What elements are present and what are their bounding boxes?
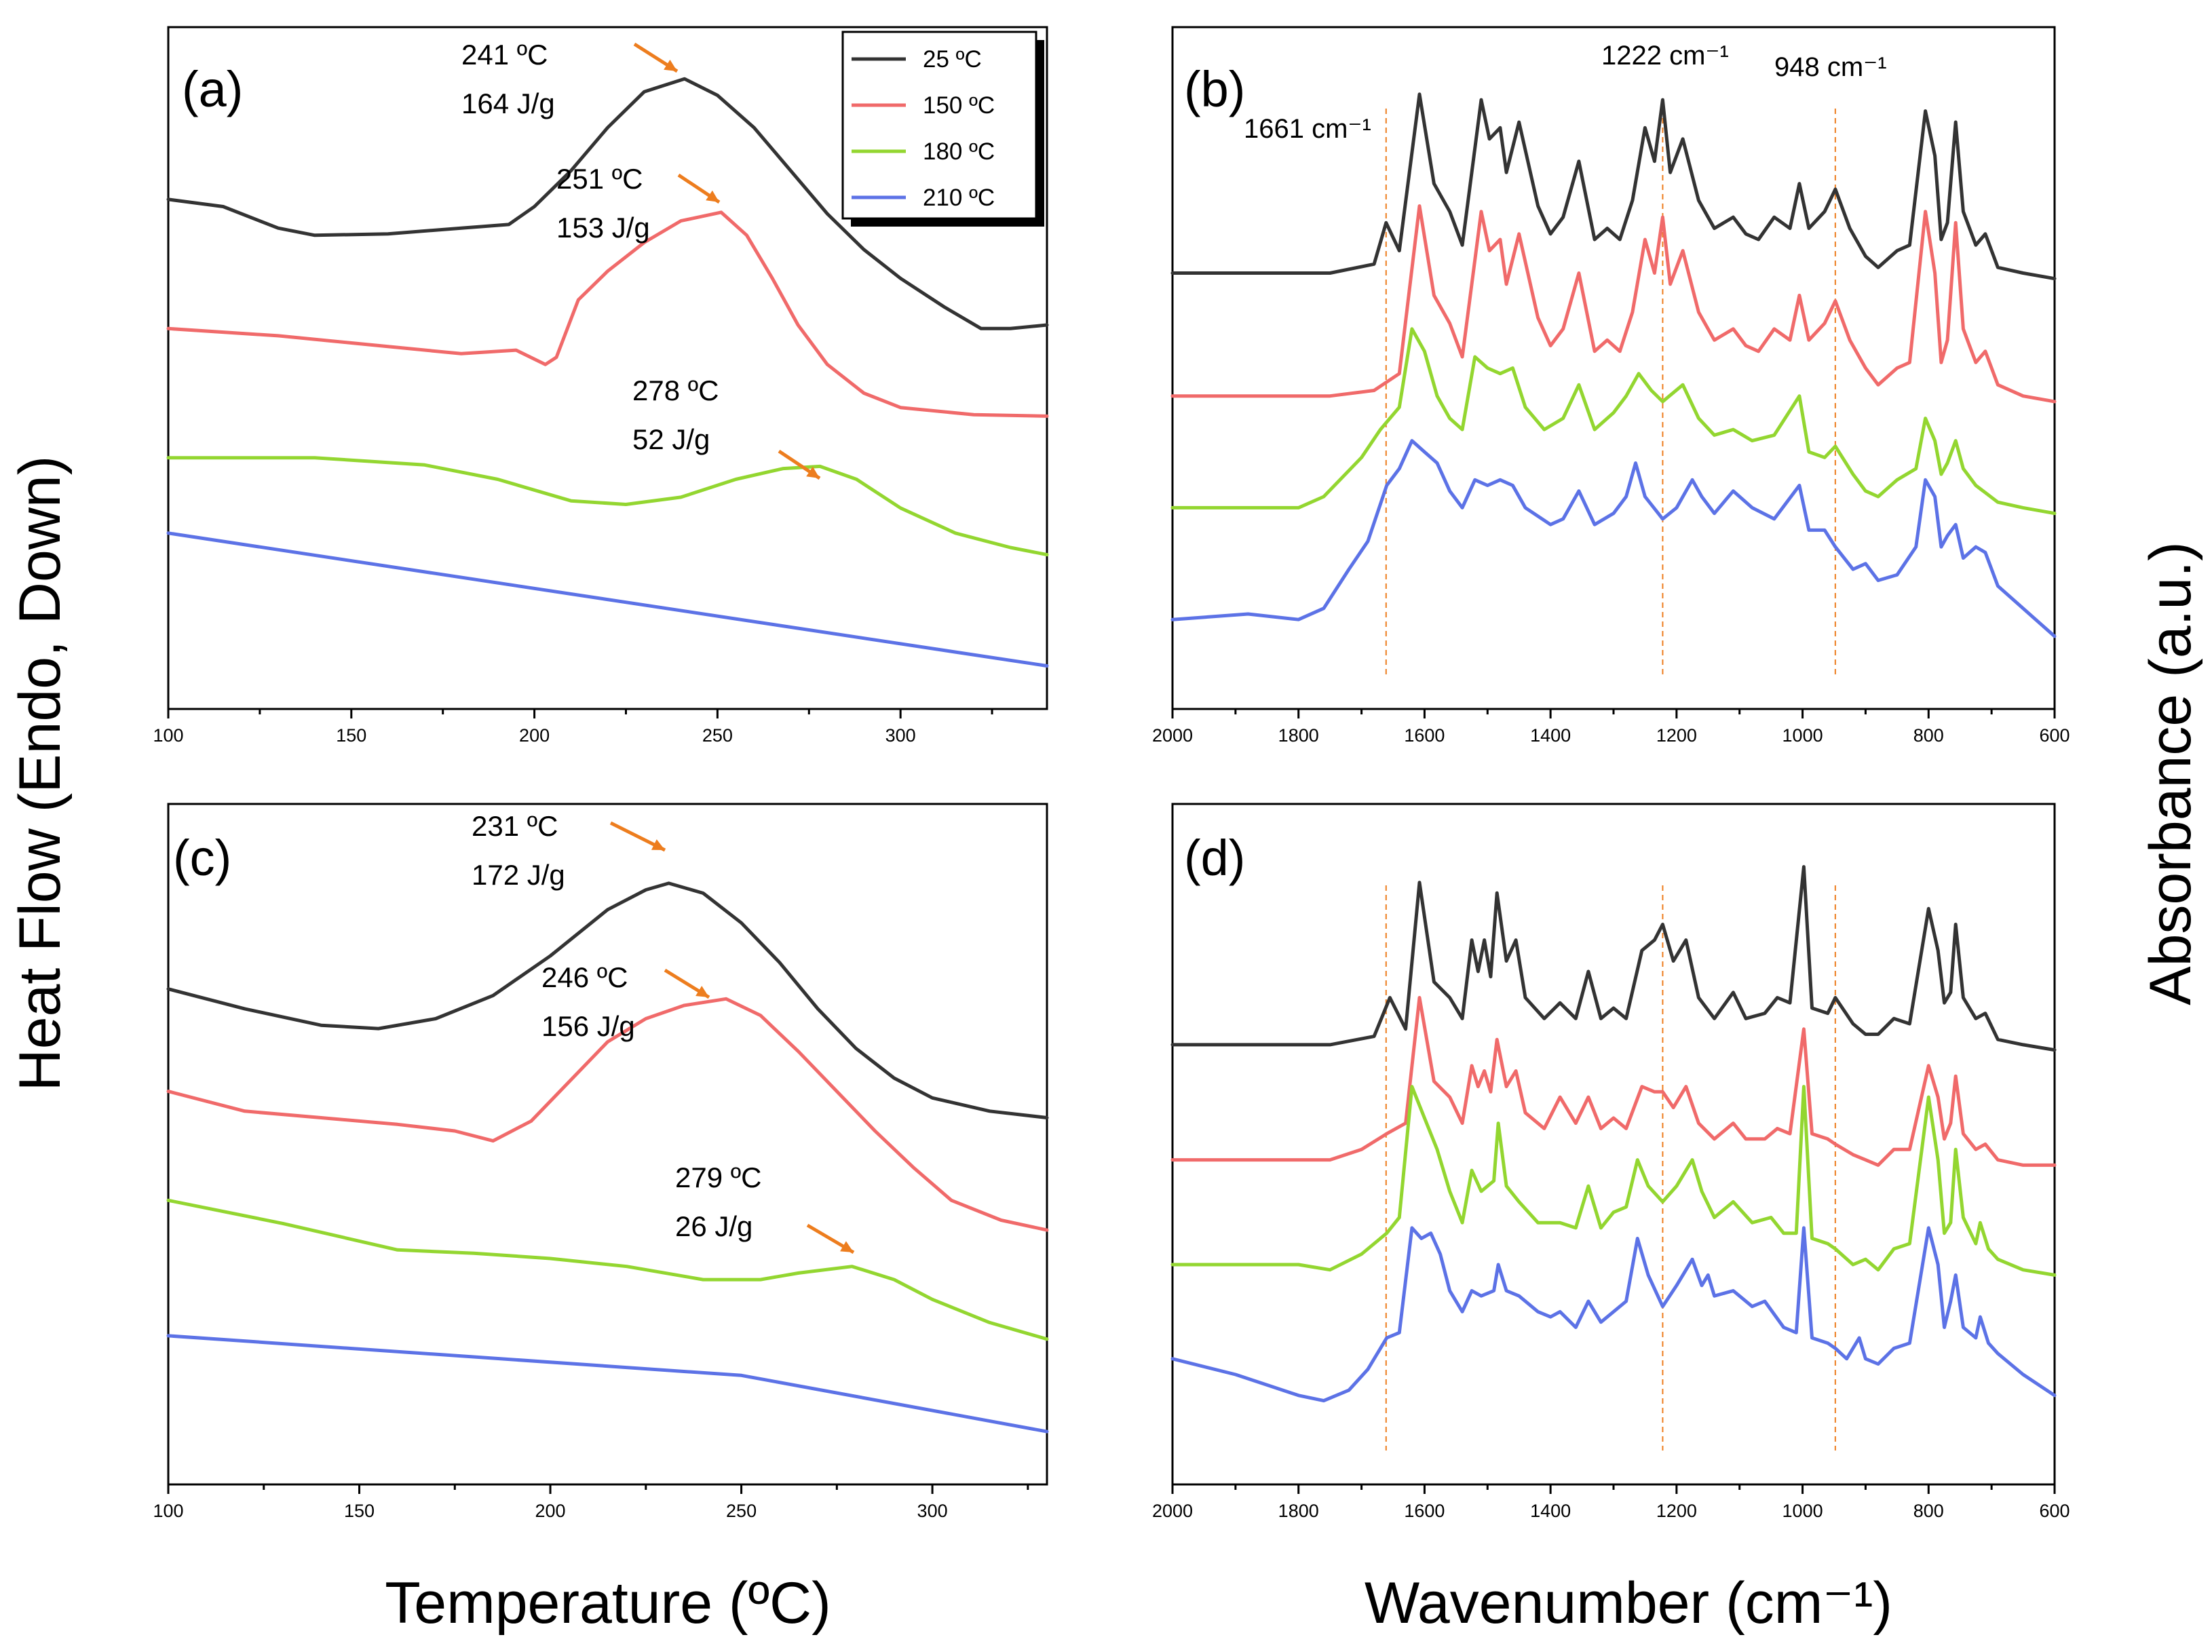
series-line-25c	[1170, 92, 2057, 281]
x-tick-label: 1400	[1530, 1501, 1571, 1521]
x-tick-label: 300	[917, 1501, 948, 1521]
series-line-150c	[1170, 204, 2057, 404]
peak-temperature-label: 251 ºC	[556, 163, 643, 195]
x-tick-label: 2000	[1152, 1501, 1193, 1521]
legend-label-25c: 25 ºC	[923, 46, 982, 73]
peak-enthalpy-label: 172 J/g	[472, 859, 565, 891]
x-tick-label: 100	[153, 1501, 183, 1521]
legend: 25 ºC 150 ºC 180 ºC 210 ºC	[841, 31, 1044, 227]
x-tick-label: 300	[885, 725, 916, 746]
series-line-180c	[1170, 1085, 2057, 1277]
peak-arrow-head	[695, 986, 709, 997]
plot-frame	[167, 803, 1048, 1486]
series-line-150c	[1170, 996, 2057, 1167]
legend-label-180c: 180 ºC	[923, 138, 995, 165]
peak-temperature-label: 278 ºC	[632, 374, 719, 406]
x-tick-label: 1600	[1404, 1501, 1445, 1521]
left-axis-title: Heat Flow (Endo, Down)	[7, 456, 73, 1092]
x-tick-label: 1000	[1782, 725, 1823, 746]
legend-label-150c: 150 ºC	[923, 92, 995, 119]
peak-arrow-head	[706, 190, 719, 202]
peak-temperature-label: 279 ºC	[675, 1161, 761, 1193]
peak-arrow-head	[840, 1241, 854, 1252]
x-tick-label: 200	[519, 725, 550, 746]
x-tick-label: 100	[153, 725, 183, 746]
right-axis-title: Absorbance (a.u.)	[2138, 541, 2203, 1005]
x-tick-label: 800	[1913, 1501, 1944, 1521]
series-line-210c	[1170, 1226, 2057, 1403]
x-tick-label: 1200	[1656, 1501, 1697, 1521]
panel-c-dsc: 100 150 200 250 300 (c) 231 ºC 172 J/g 246 ºC 156…	[153, 803, 1049, 1521]
panel-label: (d)	[1184, 830, 1245, 886]
peak-enthalpy-label: 153 J/g	[556, 212, 650, 244]
peak-enthalpy-label: 52 J/g	[632, 423, 710, 455]
plot-frame	[167, 26, 1048, 710]
series-line-210c	[166, 531, 1049, 668]
series-line-150c	[166, 997, 1049, 1232]
x-tick-label: 1000	[1782, 1501, 1823, 1521]
peak-arrow-head	[806, 466, 820, 478]
peak-arrow-head	[651, 839, 665, 850]
x-tick-label: 150	[344, 1501, 375, 1521]
x-tick-label: 600	[2039, 1501, 2070, 1521]
peak-enthalpy-label: 26 J/g	[675, 1210, 752, 1242]
x-tick-label: 150	[336, 725, 366, 746]
legend-label-210c: 210 ºC	[923, 185, 995, 211]
x-tick-label: 200	[535, 1501, 566, 1521]
peak-enthalpy-label: 164 J/g	[461, 88, 555, 119]
band-label: 1661 cm⁻¹	[1244, 114, 1371, 144]
x-tick-label: 1800	[1278, 1501, 1319, 1521]
series-line-25c	[166, 881, 1049, 1119]
panel-label: (a)	[182, 61, 243, 117]
band-label: 1222 cm⁻¹	[1601, 41, 1729, 71]
x-tick-label: 600	[2039, 725, 2070, 746]
peak-temperature-label: 246 ºC	[541, 961, 628, 993]
bottom-right-axis-title: Wavenumber (cm⁻¹)	[1365, 1571, 1892, 1636]
series-line-25c	[1170, 865, 2057, 1052]
x-tick-label: 1600	[1404, 725, 1445, 746]
series-line-180c	[166, 456, 1049, 557]
peak-temperature-label: 241 ºC	[461, 39, 548, 71]
series-line-210c	[166, 1334, 1049, 1434]
series-line-180c	[166, 1198, 1049, 1341]
series-line-150c	[166, 210, 1049, 418]
panel-b-ftir: 2000 1800 1600 1400 1200 1000 800 600 (b)1661 cm…	[1152, 26, 2070, 746]
band-label: 948 cm⁻¹	[1774, 52, 1887, 82]
x-tick-label: 250	[702, 725, 733, 746]
peak-arrow-head	[664, 60, 677, 71]
peak-temperature-label: 231 ºC	[472, 810, 558, 842]
bottom-left-axis-title: Temperature (ºC)	[385, 1571, 831, 1636]
panel-label: (b)	[1184, 61, 1245, 117]
x-tick-label: 800	[1913, 725, 1944, 746]
panel-label: (c)	[173, 830, 231, 886]
x-tick-label: 250	[726, 1501, 757, 1521]
x-tick-label: 1200	[1656, 725, 1697, 746]
panel-d-ftir: 2000 1800 1600 1400 1200 1000 800 600 (d)	[1152, 803, 2070, 1521]
x-tick-label: 1400	[1530, 725, 1571, 746]
peak-enthalpy-label: 156 J/g	[541, 1010, 635, 1042]
x-tick-label: 1800	[1278, 725, 1319, 746]
panel-a-dsc: 100 150 200 250 300 (a) 241 ºC 164 J/g 251 ºC 153…	[153, 26, 1049, 746]
series-line-210c	[1170, 439, 2057, 638]
series-line-180c	[1170, 327, 2057, 516]
x-tick-label: 2000	[1152, 725, 1193, 746]
legend-box	[841, 31, 1037, 220]
series-line-25c	[166, 77, 1049, 330]
